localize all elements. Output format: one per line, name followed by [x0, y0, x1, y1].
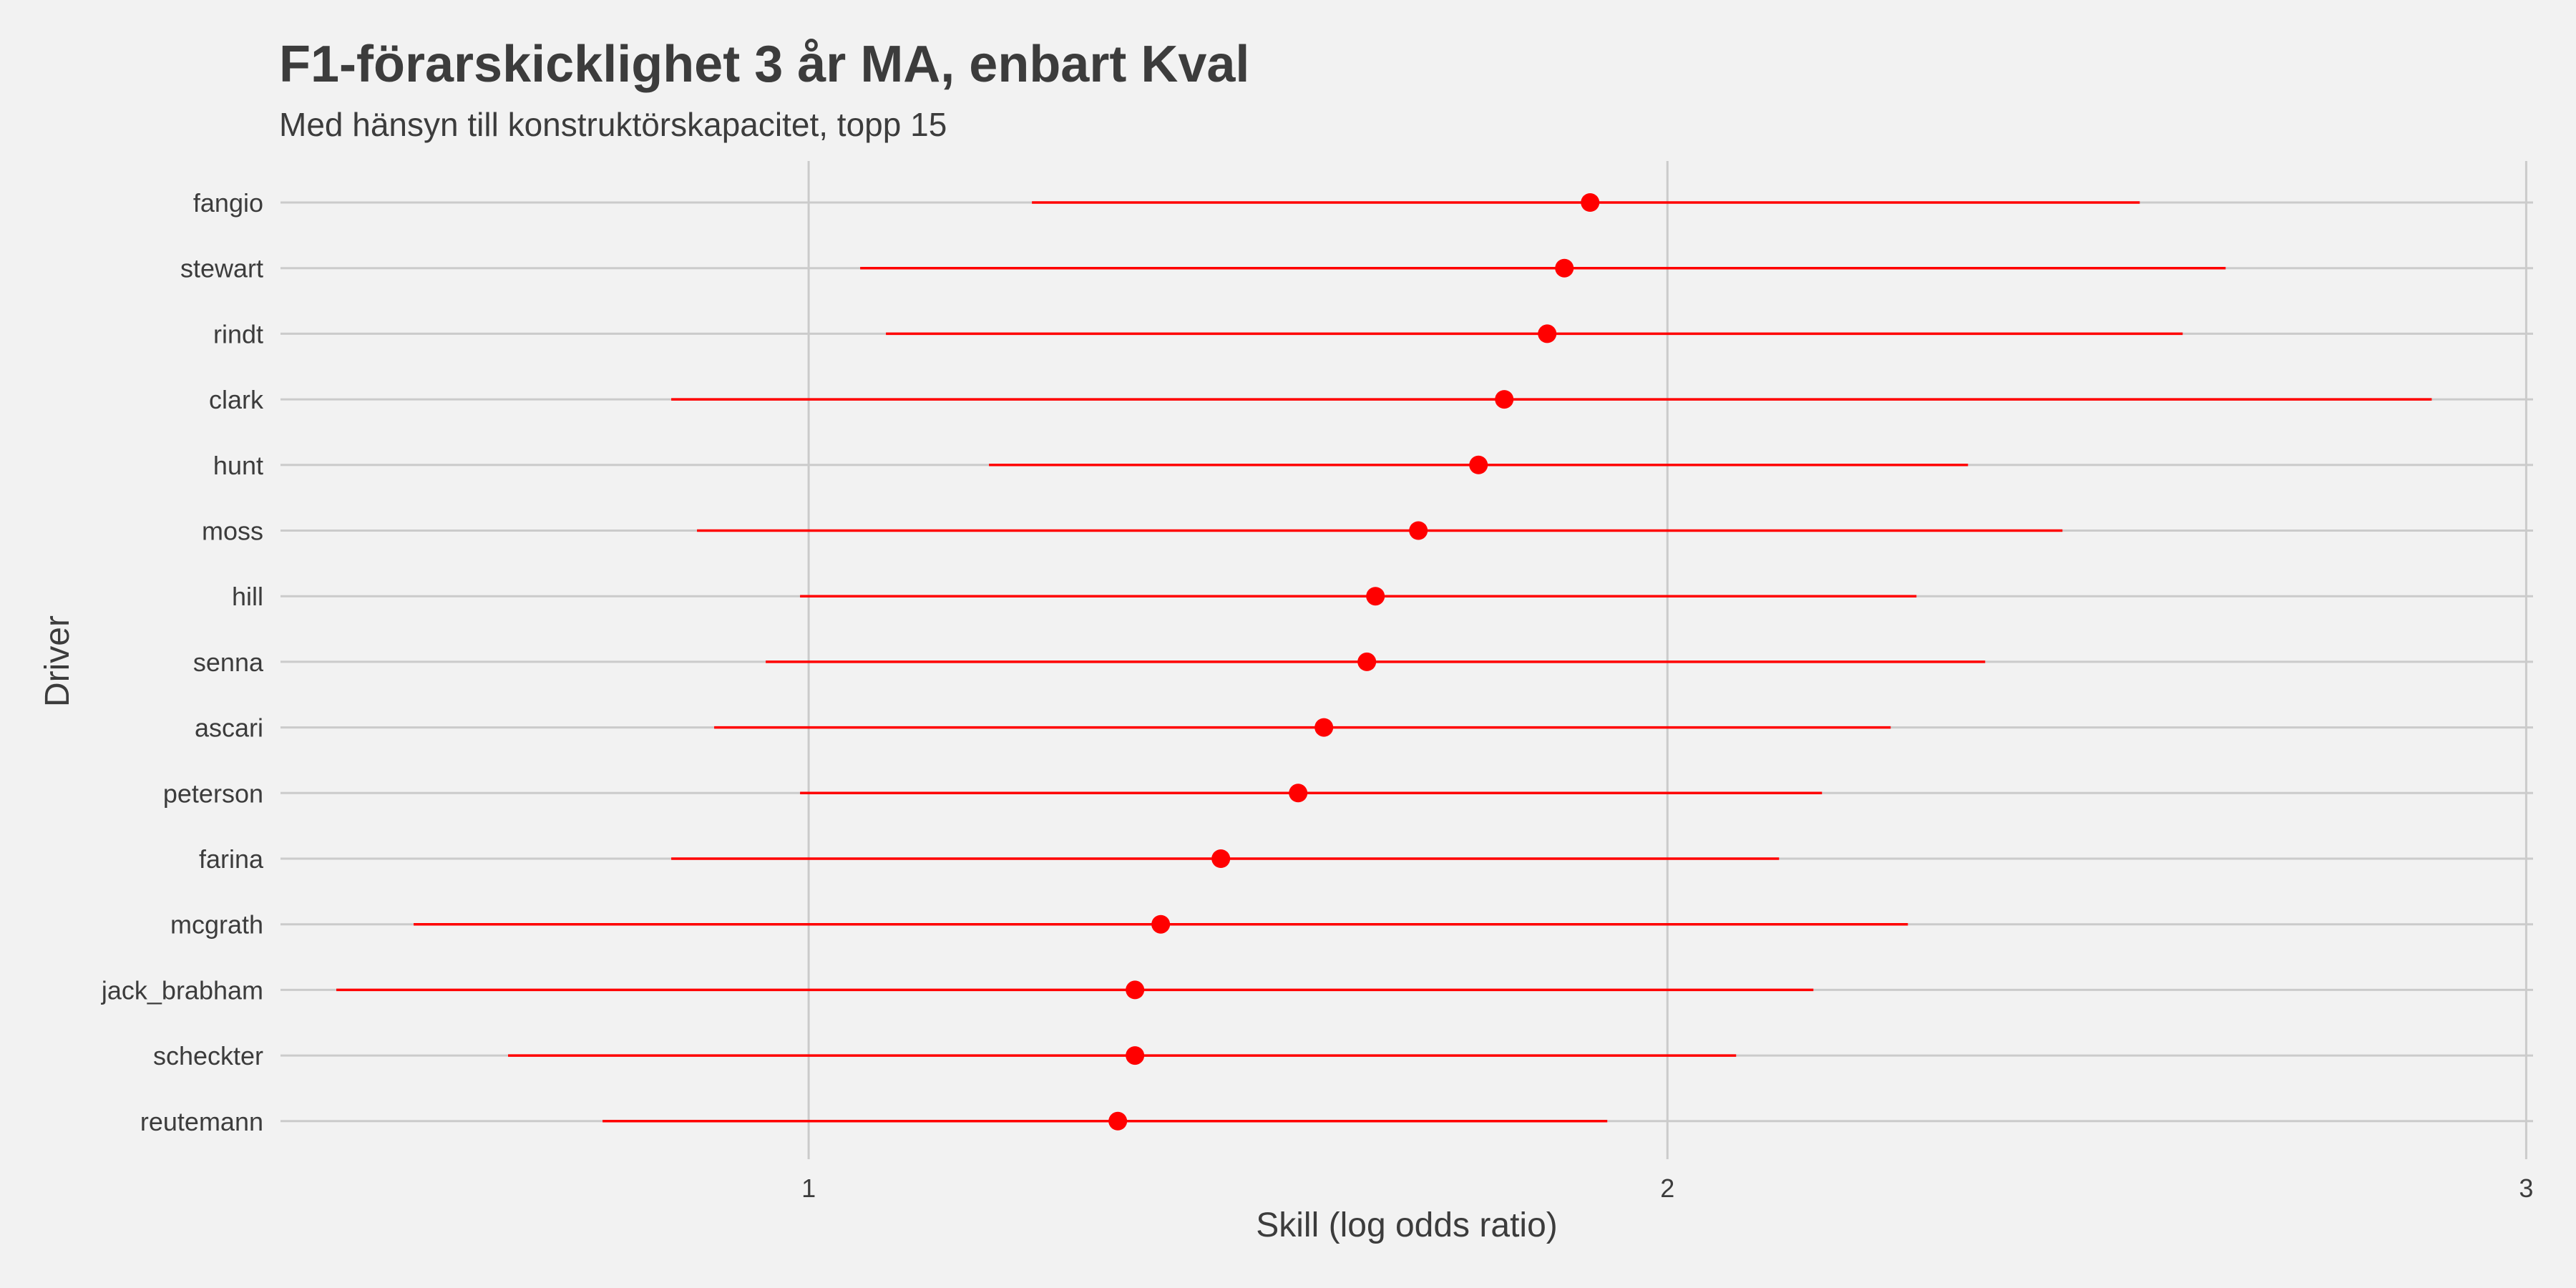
point-clark [1495, 390, 1514, 409]
y-tick-label-jack-brabham: jack_brabham [101, 975, 263, 1005]
point-rindt [1538, 324, 1557, 343]
y-tick-label-reutemann: reutemann [140, 1107, 263, 1136]
point-jack-brabham [1126, 980, 1145, 1000]
x-axis-title: Skill (log odds ratio) [1256, 1206, 1558, 1244]
x-tick-label: 2 [1660, 1174, 1674, 1203]
x-tick-label: 1 [801, 1174, 816, 1203]
point-moss [1409, 521, 1428, 540]
y-tick-label-stewart: stewart [180, 254, 263, 283]
point-scheckter [1126, 1046, 1145, 1065]
y-tick-label-rindt: rindt [213, 319, 263, 348]
y-tick-label-hunt: hunt [213, 451, 263, 480]
y-tick-label-clark: clark [209, 385, 264, 414]
y-tick-labels: fangio stewart rindt clark hunt moss hill senna… [101, 188, 264, 1136]
y-tick-label-peterson: peterson [163, 779, 263, 808]
y-tick-label-moss: moss [202, 517, 263, 546]
point-senna [1357, 652, 1377, 671]
y-tick-label-fangio: fangio [193, 188, 263, 218]
y-tick-label-scheckter: scheckter [153, 1041, 263, 1070]
chart-subtitle: Med hänsyn till konstruktörskapacitet, t… [279, 106, 947, 143]
y-tick-label-hill: hill [232, 582, 263, 611]
interval-lines [336, 201, 2432, 1123]
chart-title: F1-förarskicklighet 3 år MA, enbart Kval [279, 36, 1249, 93]
point-hunt [1469, 455, 1488, 474]
point-farina [1211, 849, 1231, 868]
point-peterson [1289, 784, 1308, 803]
y-tick-label-farina: farina [199, 844, 264, 874]
point-mcgrath [1151, 914, 1171, 934]
y-tick-label-mcgrath: mcgrath [170, 910, 263, 940]
point-reutemann [1108, 1111, 1128, 1131]
y-axis-title: Driver [39, 615, 77, 707]
estimate-points [1108, 193, 1600, 1131]
point-stewart [1555, 258, 1574, 278]
y-tick-label-senna: senna [193, 648, 264, 677]
x-tick-labels: 1 2 3 [801, 1174, 2533, 1203]
point-ascari [1314, 718, 1334, 737]
x-tick-label: 3 [2519, 1174, 2533, 1203]
y-tick-label-ascari: ascari [195, 713, 263, 743]
point-fangio [1581, 193, 1600, 212]
point-hill [1366, 587, 1385, 606]
grid-lines [280, 161, 2533, 1159]
